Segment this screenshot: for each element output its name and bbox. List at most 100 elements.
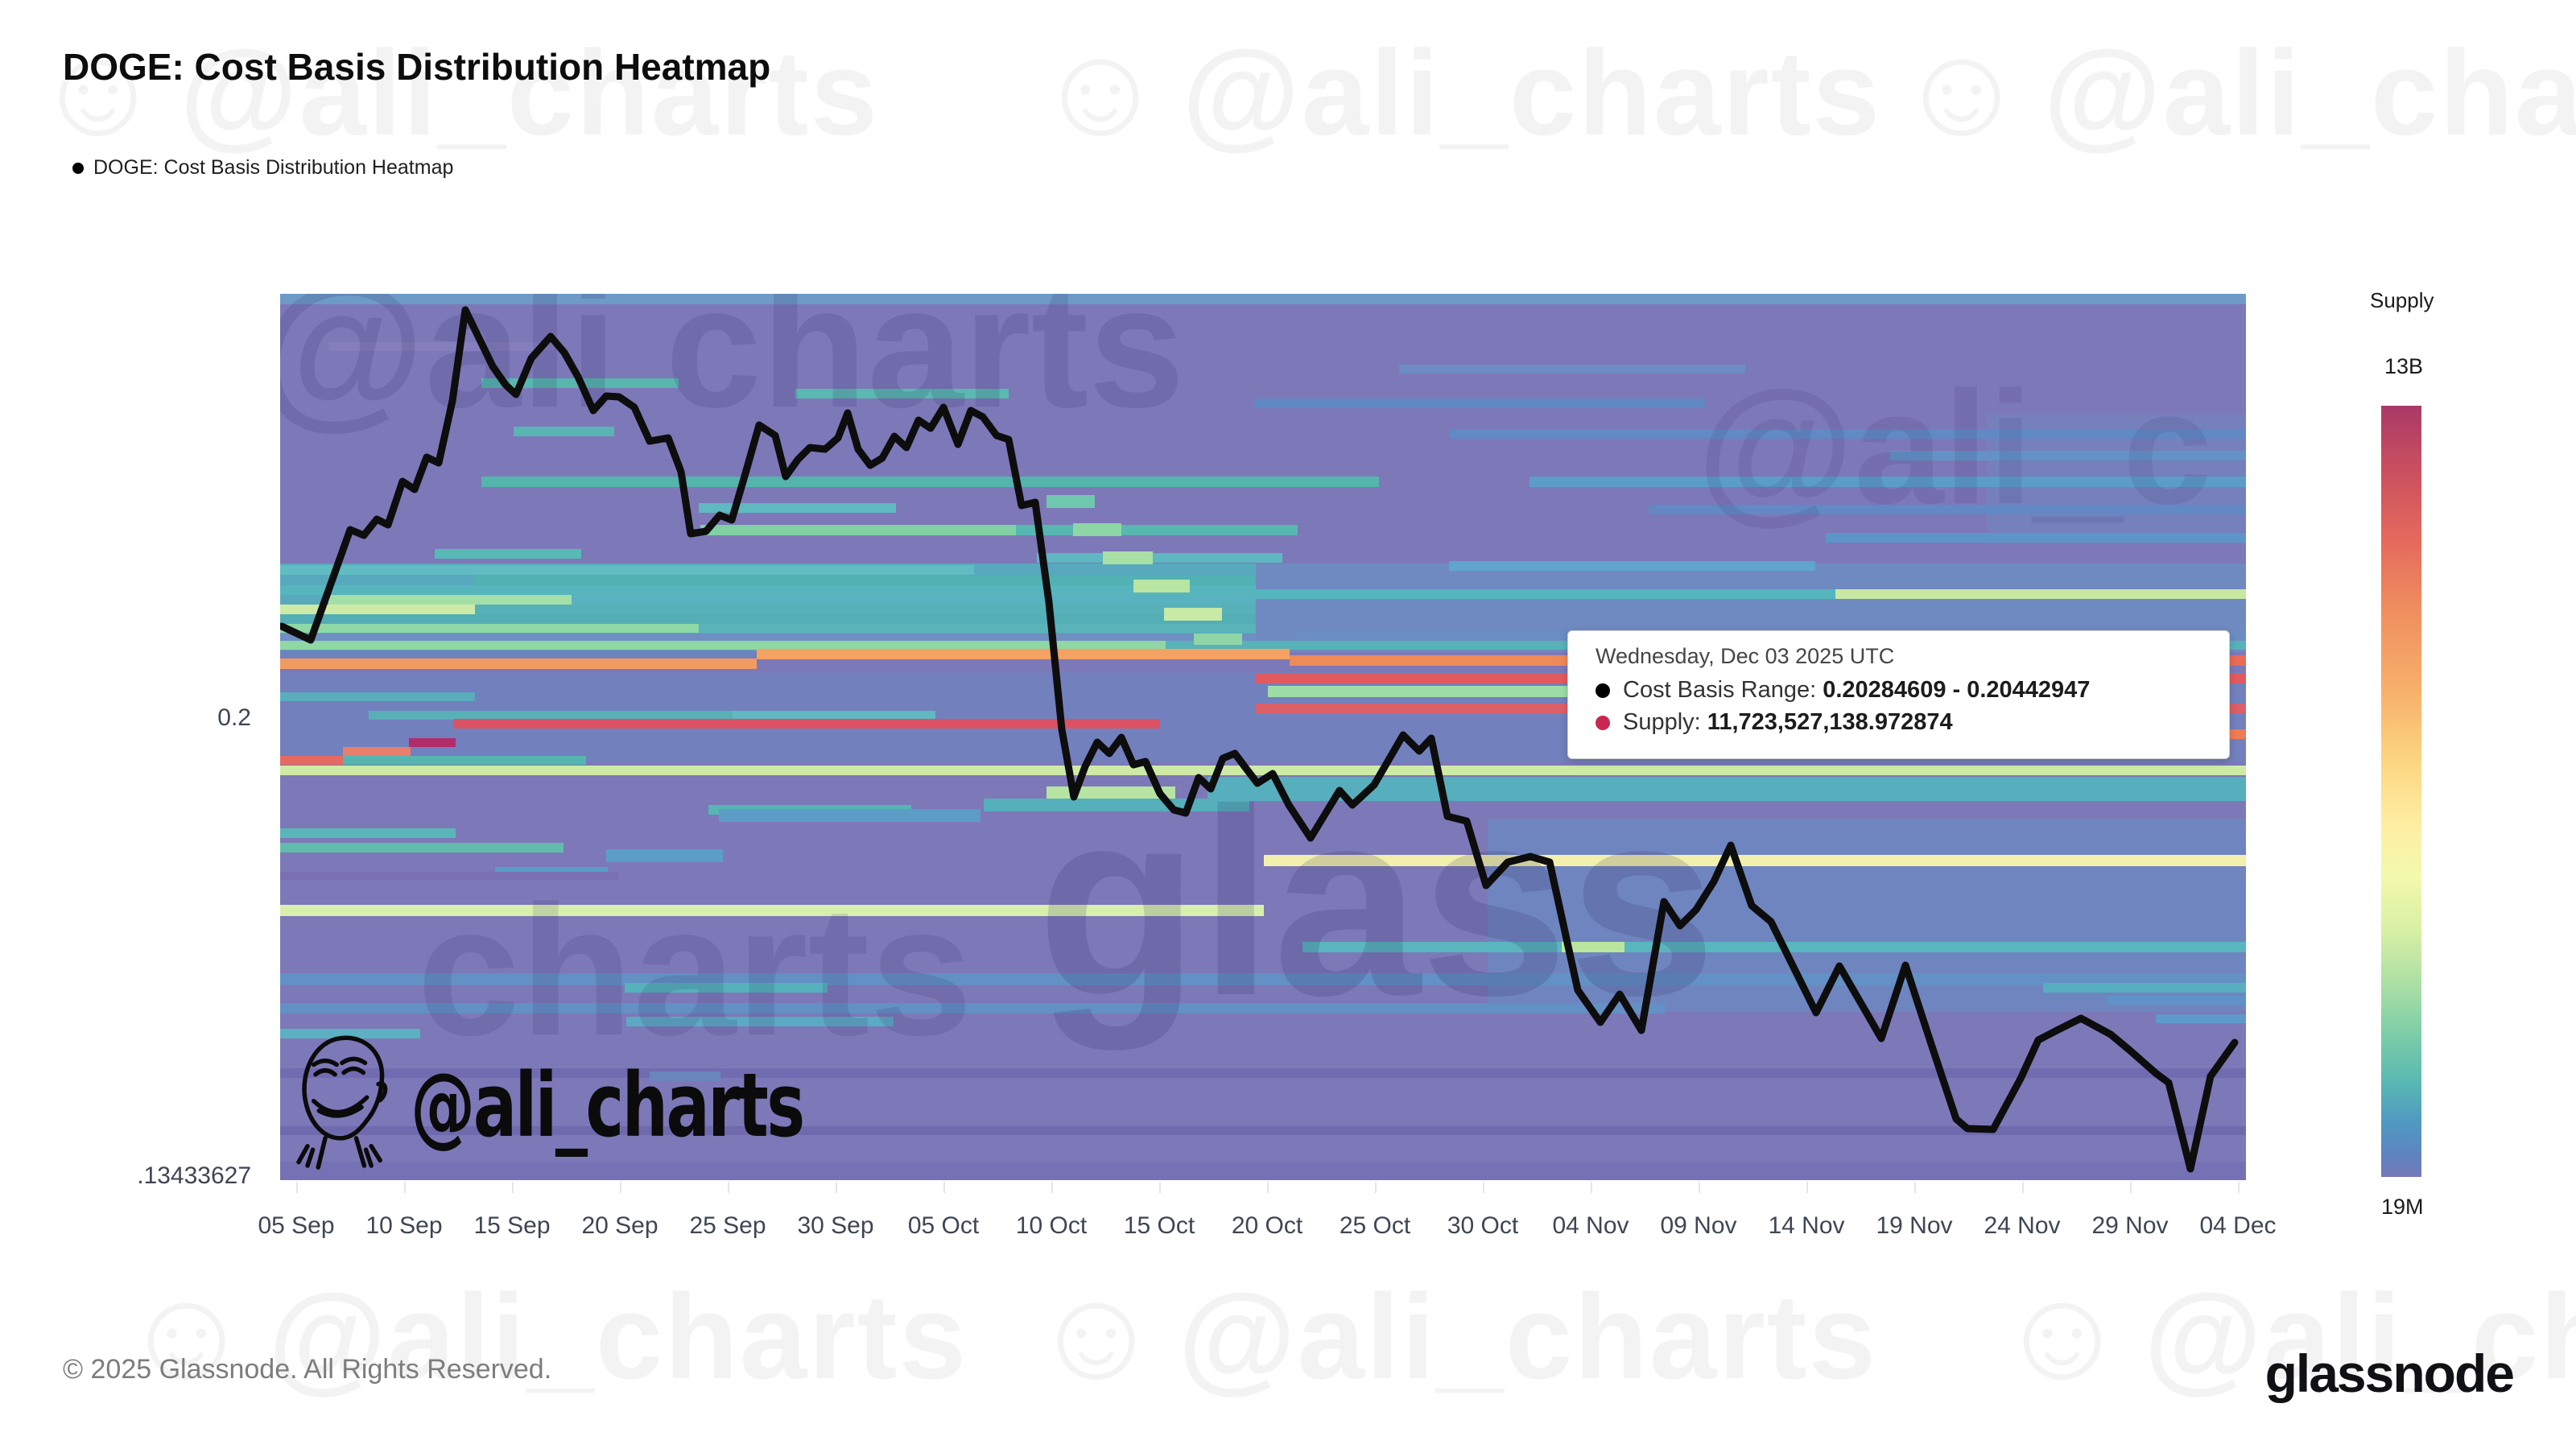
heatmap-band [481,477,1379,487]
x-axis-label: 04 Nov [1552,1212,1629,1239]
heatmap-band [280,1162,2246,1180]
heatmap-band [1133,580,1190,592]
x-axis-tick [2238,1182,2240,1193]
heatmap-band [328,342,554,351]
heatmap-band [473,576,1256,585]
cost-basis-dot-icon [1596,683,1610,698]
tooltip-supply-text: Supply: 11,723,527,138.972874 [1623,709,1953,735]
x-axis-tick [512,1182,514,1193]
heatmap-band [453,719,1160,729]
copyright-text: © 2025 Glassnode. All Rights Reserved. [63,1354,552,1385]
heatmap-band [700,525,1016,535]
x-axis-tick [2130,1182,2132,1193]
x-axis-label: 20 Sep [581,1212,658,1239]
x-axis-label: 10 Oct [1015,1212,1088,1239]
heatmap-band [1302,942,2246,952]
watermark-text: ☺@ali_charts [32,18,880,162]
tooltip-row-cost-basis: Cost Basis Range: 0.20284609 - 0.2044294… [1596,677,2229,704]
x-axis-tick [1591,1182,1592,1193]
heatmap-band [2156,1014,2246,1023]
heatmap-band [1449,561,1815,571]
x-axis-tick [620,1182,621,1193]
x-axis-label: 10 Sep [365,1212,443,1239]
heatmap-band [1164,608,1222,621]
x-axis-tick [1483,1182,1484,1193]
heatmap-band [1449,429,2246,439]
x-axis-label: 05 Sep [258,1212,335,1239]
heatmap-band [409,738,456,747]
heatmap-band [626,1017,894,1026]
heatmap-band [343,756,586,765]
ali-charts-handle: @ali_charts [411,1055,805,1158]
heatmap-band [572,595,1256,605]
legend-marker-icon [72,162,84,174]
x-axis-label: 09 Nov [1660,1212,1737,1239]
heatmap-band [606,849,723,862]
heatmap-band [733,711,935,720]
price-line [280,306,2239,1173]
x-axis-label: 19 Nov [1876,1212,1953,1239]
y-axis-label: 0.2 [217,704,251,731]
legend-item[interactable]: DOGE: Cost Basis Distribution Heatmap [72,156,453,180]
heatmap-band [1562,942,1624,952]
heatmap-band [625,983,828,993]
watermark-face-icon: ☺ [1030,1261,1164,1406]
heatmap-band [280,624,699,633]
x-axis-tick [943,1182,945,1193]
x-axis-tick [2022,1182,2024,1193]
page-title: DOGE: Cost Basis Distribution Heatmap [63,46,771,88]
watermark-face-icon: ☺ [1896,18,2029,162]
x-axis-label: 30 Oct [1447,1212,1519,1239]
heatmap-band [1399,365,1745,374]
watermark-face-icon: ☺ [1034,18,1168,162]
heatmap-band [280,658,757,669]
x-axis-label: 15 Oct [1123,1212,1195,1239]
heatmap-band [280,641,1166,650]
heatmap-band [280,614,1256,623]
x-axis-tick [404,1182,406,1193]
x-axis-label: 24 Nov [1984,1212,2061,1239]
heatmap-band [1016,525,1298,535]
x-axis-tick [1699,1182,1700,1193]
heatmap-band [757,649,1290,659]
heatmap-band [1890,451,2246,460]
x-axis-label: 05 Oct [907,1212,980,1239]
heatmap-band [719,809,980,822]
x-axis-tick [296,1182,298,1193]
chart-tooltip: Wednesday, Dec 03 2025 UTC Cost Basis Ra… [1567,630,2230,759]
watermark-text: ☺@ali_charts [1996,1261,2576,1406]
heatmap-plot[interactable]: @ali charts charts glass @ali_c [280,294,2246,1180]
heatmap-band [280,1068,2246,1078]
heatmap-band [280,872,618,880]
inner-watermark-text: glass [1037,753,1716,1052]
watermark-face-icon: ☺ [121,1261,254,1406]
heatmap-band [280,294,2246,304]
heatmap-band [280,756,343,765]
heatmap-band [435,549,581,559]
x-axis-label: 25 Oct [1339,1212,1411,1239]
heatmap-canvas[interactable]: @ali charts charts glass @ali_c [280,294,2246,1180]
heatmap-band [2043,983,2246,993]
watermark-text: ☺@ali_charts [1034,18,1882,162]
ali-charts-watermark: @ali_charts [290,1032,890,1175]
x-axis-tick [1806,1182,1808,1193]
colorbar-min-label: 19M [2381,1195,2424,1219]
heatmap-band [1254,398,1705,408]
heatmap-band [369,711,733,720]
x-axis-tick [728,1182,729,1193]
heatmap-band [280,1003,1665,1013]
x-axis-tick [1914,1182,1916,1193]
x-axis-label: 04 Dec [2199,1212,2277,1239]
x-axis-label: 30 Sep [797,1212,874,1239]
heatmap-band [1208,589,1837,599]
x-axis-label: 14 Nov [1768,1212,1845,1239]
watermark-text: ☺@ali_charts [1030,1261,1878,1406]
colorbar-max-label: 13B [2384,354,2424,378]
x-axis-label: 15 Sep [473,1212,551,1239]
laughing-face-icon [296,1035,388,1170]
heatmap-band [280,1126,2246,1135]
heatmap-band [280,1029,420,1038]
heatmap-band [280,605,475,614]
heatmap-band [699,503,896,513]
supply-dot-icon [1596,715,1610,730]
